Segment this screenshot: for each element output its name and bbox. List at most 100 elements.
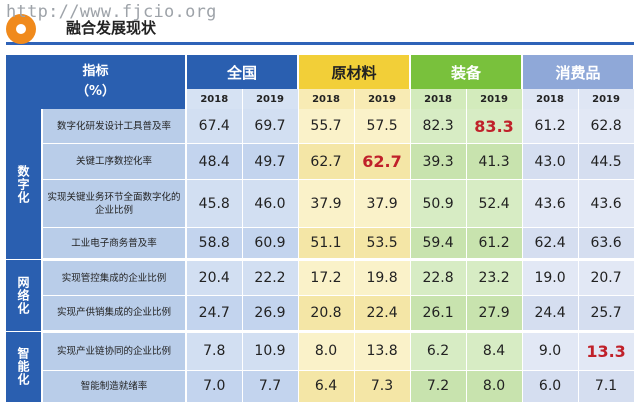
value-cell: 8.4 — [466, 331, 523, 371]
value-cell: 26.9 — [242, 295, 299, 333]
table-row: 数字化 数字化研发设计工具普及率 67.4 69.7 55.7 57.5 82.… — [6, 109, 635, 261]
value-cell: 9.0 — [522, 331, 579, 371]
value-cell: 62.4 — [522, 227, 579, 262]
value-cell: 45.8 — [186, 179, 243, 229]
title-underline — [6, 42, 634, 45]
value-cell: 53.5 — [354, 227, 411, 262]
value-cell: 62.8 — [578, 109, 635, 145]
indicator-label: 关键工序数控化率 — [42, 143, 187, 180]
year-header: 2019 — [354, 89, 411, 109]
year-header: 2018 — [298, 89, 355, 109]
value-cell: 24.4 — [522, 295, 579, 333]
value-cell: 43.6 — [522, 179, 579, 229]
value-cell: 22.8 — [410, 259, 467, 296]
year-header: 2019 — [466, 89, 523, 109]
value-cell: 10.9 — [242, 331, 299, 371]
value-cell: 57.5 — [354, 109, 411, 145]
value-cell: 51.1 — [298, 227, 355, 262]
value-cell: 23.2 — [466, 259, 523, 296]
value-cell: 20.7 — [578, 259, 635, 296]
value-cell: 58.8 — [186, 227, 243, 262]
value-cell: 7.1 — [578, 370, 635, 404]
value-cell-highlighted: 83.3 — [466, 109, 523, 145]
value-cell: 49.7 — [242, 143, 299, 180]
value-cell: 20.8 — [298, 295, 355, 333]
value-cell-highlighted: 62.7 — [354, 143, 411, 180]
value-cell: 6.0 — [522, 370, 579, 404]
indicator-label: 智能制造就绪率 — [42, 370, 187, 404]
value-cell: 26.1 — [410, 295, 467, 333]
value-cell: 13.8 — [354, 331, 411, 371]
group-header-raw-materials: 原材料 — [298, 55, 412, 89]
table-row: 实现产供销集成的企业比例 24.7 26.9 20.8 22.4 26.1 27… — [6, 295, 635, 333]
value-cell: 59.4 — [410, 227, 467, 262]
value-cell: 17.2 — [298, 259, 355, 296]
value-cell: 20.4 — [186, 259, 243, 296]
indicator-label: 工业电子商务普及率 — [42, 227, 187, 262]
value-cell: 62.7 — [298, 143, 355, 180]
value-cell: 8.0 — [466, 370, 523, 404]
category-intelligence: 智能化 — [6, 331, 43, 404]
year-header: 2019 — [578, 89, 635, 109]
value-cell: 52.4 — [466, 179, 523, 229]
value-cell: 22.2 — [242, 259, 299, 296]
value-cell: 19.8 — [354, 259, 411, 296]
year-header: 2019 — [242, 89, 299, 109]
table-row: 网络化 实现管控集成的企业比例 20.4 22.2 17.2 19.8 22.8… — [6, 259, 635, 332]
database-logo-icon — [6, 14, 36, 44]
indicator-header: 指标 （%） — [6, 55, 187, 109]
value-cell: 37.9 — [354, 179, 411, 229]
value-cell: 48.4 — [186, 143, 243, 180]
value-cell: 43.0 — [522, 143, 579, 180]
year-header: 2018 — [186, 89, 243, 109]
value-cell: 7.0 — [186, 370, 243, 404]
value-cell: 7.7 — [242, 370, 299, 404]
indicator-label: 实现产业链协同的企业比例 — [42, 331, 187, 371]
table-row: 智能化 实现产业链协同的企业比例 7.8 10.9 8.0 13.8 6.2 8… — [6, 331, 635, 404]
table-row: 工业电子商务普及率 58.8 60.9 51.1 53.5 59.4 61.2 … — [6, 227, 635, 262]
indicator-header-label: 指标 — [82, 64, 109, 79]
indicator-label: 数字化研发设计工具普及率 — [42, 109, 187, 145]
value-cell: 7.2 — [410, 370, 467, 404]
value-cell: 82.3 — [410, 109, 467, 145]
group-header-national: 全国 — [186, 55, 300, 89]
value-cell: 50.9 — [410, 179, 467, 229]
value-cell: 37.9 — [298, 179, 355, 229]
value-cell: 39.3 — [410, 143, 467, 180]
value-cell: 8.0 — [298, 331, 355, 371]
table-row: 实现关键业务环节全面数字化的企业比例 45.8 46.0 37.9 37.9 5… — [6, 179, 635, 229]
year-header: 2018 — [410, 89, 467, 109]
table-row: 智能制造就绪率 7.0 7.7 6.4 7.3 7.2 8.0 6.0 7.1 — [6, 370, 635, 404]
integration-status-table: 指标 （%） 全国 原材料 装备 消费品 2018 2019 2018 2019… — [6, 55, 636, 404]
value-cell: 46.0 — [242, 179, 299, 229]
value-cell: 19.0 — [522, 259, 579, 296]
value-cell: 7.3 — [354, 370, 411, 404]
value-cell: 61.2 — [522, 109, 579, 145]
value-cell: 61.2 — [466, 227, 523, 262]
group-header-consumer-goods: 消费品 — [522, 55, 636, 89]
value-cell: 67.4 — [186, 109, 243, 145]
value-cell: 25.7 — [578, 295, 635, 333]
indicator-label: 实现关键业务环节全面数字化的企业比例 — [42, 179, 187, 229]
category-networking: 网络化 — [6, 259, 43, 332]
value-cell-highlighted: 13.3 — [578, 331, 635, 371]
indicator-label: 实现产供销集成的企业比例 — [42, 295, 187, 333]
year-header: 2018 — [522, 89, 579, 109]
group-header-equipment: 装备 — [410, 55, 524, 89]
category-digitalization: 数字化 — [6, 109, 43, 261]
indicator-label: 实现管控集成的企业比例 — [42, 259, 187, 296]
value-cell: 6.4 — [298, 370, 355, 404]
value-cell: 41.3 — [466, 143, 523, 180]
value-cell: 63.6 — [578, 227, 635, 262]
value-cell: 7.8 — [186, 331, 243, 371]
value-cell: 60.9 — [242, 227, 299, 262]
value-cell: 44.5 — [578, 143, 635, 180]
indicator-header-unit: （%） — [75, 84, 116, 99]
value-cell: 69.7 — [242, 109, 299, 145]
value-cell: 24.7 — [186, 295, 243, 333]
value-cell: 22.4 — [354, 295, 411, 333]
table-row: 关键工序数控化率 48.4 49.7 62.7 62.7 39.3 41.3 4… — [6, 143, 635, 180]
value-cell: 43.6 — [578, 179, 635, 229]
value-cell: 6.2 — [410, 331, 467, 371]
watermark-url: http://www.fjcio.org — [6, 2, 217, 22]
